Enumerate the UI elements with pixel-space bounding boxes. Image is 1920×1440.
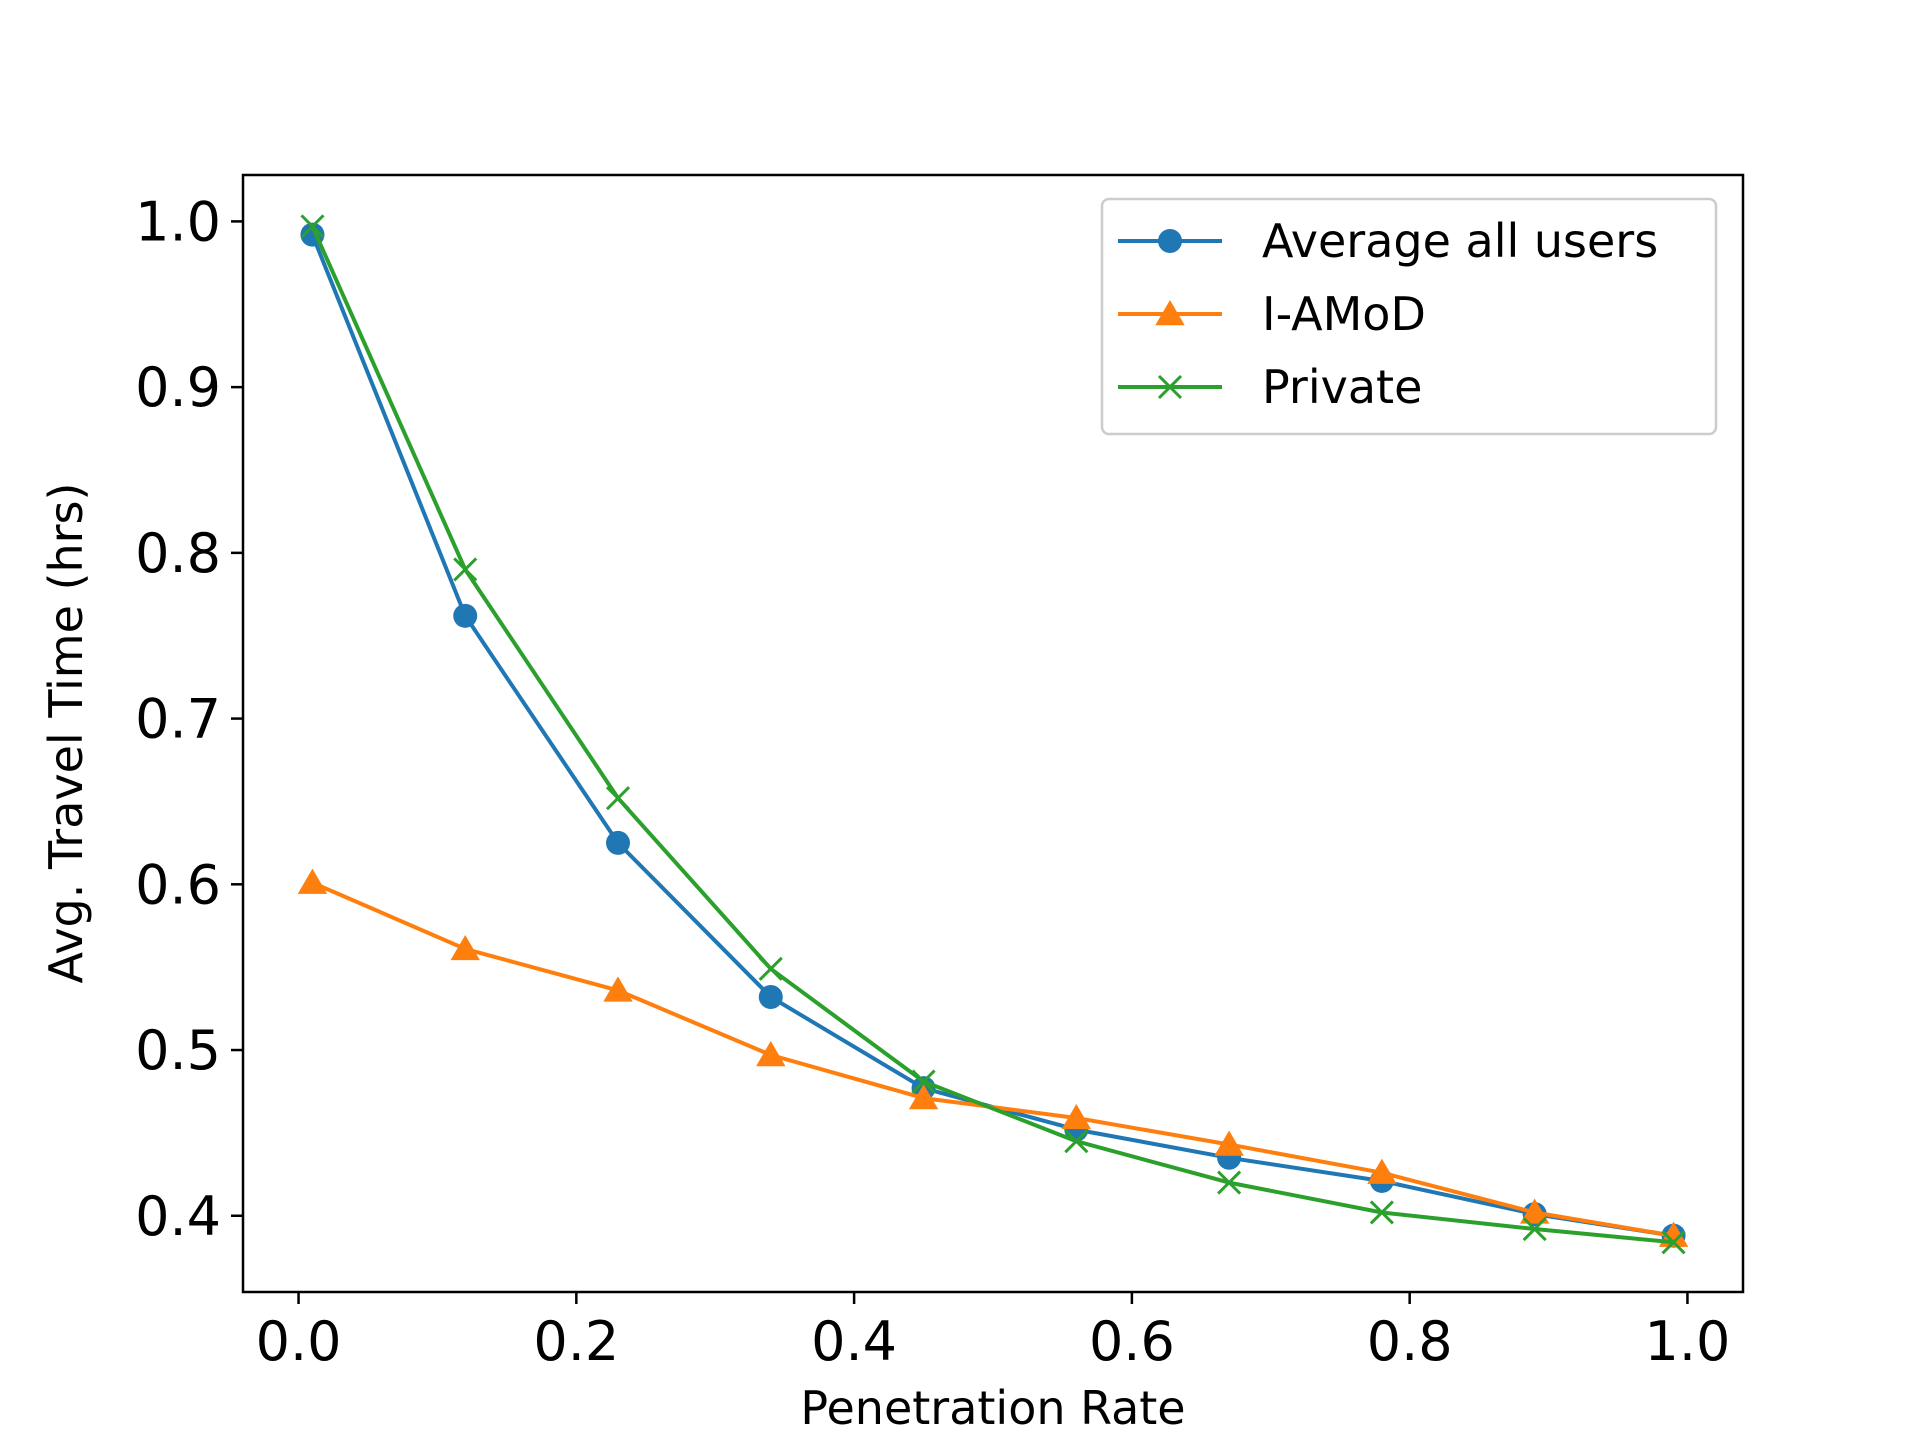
legend-marker [1155,300,1185,326]
data-point [1519,1198,1550,1224]
legend-item-2: Private [1118,360,1422,414]
data-point [758,956,783,981]
series-1 [297,868,1689,1247]
x-tick-label: 1.0 [1644,1310,1730,1373]
x-tick-label: 0.8 [1367,1310,1453,1373]
data-point [1214,1130,1244,1156]
y-tick-label: 0.4 [135,1185,221,1248]
x-axis-label: Penetration Rate [800,1381,1185,1435]
x-tick-label: 0.0 [256,1310,342,1373]
y-tick-label: 0.7 [135,688,221,751]
y-axis-label: Avg. Travel Time (hrs) [39,483,93,984]
legend-item-1: I-AMoD [1118,287,1426,341]
legend-marker [1158,229,1182,253]
data-point [606,830,630,855]
data-point [911,1069,936,1094]
data-point [1661,1230,1686,1255]
series-line [310,225,1674,1245]
data-point [758,985,783,1010]
x-tick-label: 0.2 [533,1310,619,1373]
y-tick-label: 0.8 [135,522,221,585]
data-point [756,1041,786,1067]
data-point [1367,1158,1397,1184]
data-point [450,934,480,961]
data-point [908,1084,939,1110]
x-tick-label: 0.4 [811,1310,897,1373]
data-point [297,868,328,894]
y-tick-label: 0.5 [135,1019,221,1082]
series-line [311,880,1674,1238]
legend-label: Private [1262,360,1422,414]
series-2 [300,214,1686,1255]
y-tick-label: 1.0 [135,190,221,253]
legend-label: Average all users [1262,214,1658,268]
y-tick-label: 0.6 [135,853,221,916]
data-point [453,557,478,582]
data-point [605,786,631,811]
data-point [453,603,478,628]
data-point [1522,1216,1547,1242]
data-point [1064,1129,1089,1154]
y-tick-label: 0.9 [135,356,221,419]
legend-frame [1100,197,1718,436]
data-point [1061,1103,1092,1130]
data-point [1369,1200,1394,1225]
legend-marker [1157,374,1183,400]
legend-item-0: Average all users [1118,214,1658,268]
data-point [300,214,325,239]
x-tick-label: 0.6 [1089,1310,1175,1373]
data-point [1217,1170,1242,1195]
plot-frame [241,173,1745,1294]
data-point [603,976,633,1002]
legend: Average all users I-AMoD Private [1100,197,1718,436]
legend-label: I-AMoD [1262,287,1426,341]
